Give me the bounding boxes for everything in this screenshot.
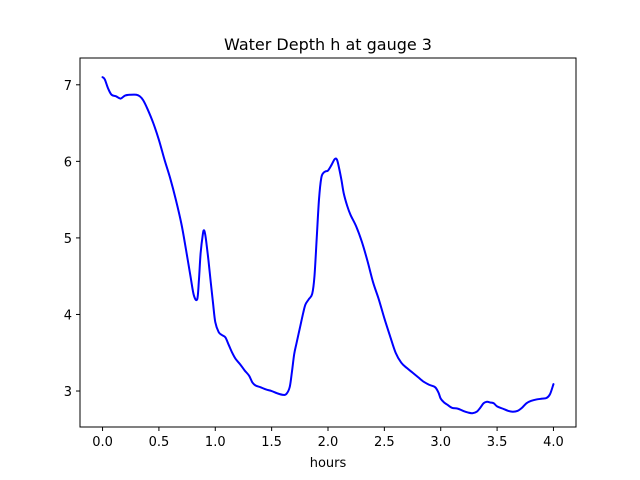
- series-line-0: [101, 76, 555, 415]
- x-tick-label: 1.0: [205, 435, 226, 450]
- x-axis-ticks: 0.0 0.5 1.0 1.5 2.0 2.5 3.0 3.5 4.0: [92, 427, 564, 450]
- x-tick-label: 2.0: [318, 435, 339, 450]
- chart-title: Water Depth h at gauge 3: [224, 35, 432, 54]
- x-tick-label: 3.5: [487, 435, 508, 450]
- y-tick-label: 6: [64, 155, 72, 170]
- x-tick-label: 1.5: [261, 435, 282, 450]
- x-tick-label: 3.0: [430, 435, 451, 450]
- y-tick-label: 5: [64, 232, 72, 247]
- y-tick-label: 4: [64, 308, 72, 323]
- plot-area: [101, 76, 555, 415]
- y-tick-label: 7: [64, 79, 72, 94]
- axes-frame: [79, 57, 577, 428]
- x-axis-label: hours: [310, 456, 347, 471]
- y-axis-ticks: 3 4 5 6 7: [64, 79, 80, 400]
- x-tick-label: 2.5: [374, 435, 395, 450]
- x-tick-label: 0.0: [92, 435, 113, 450]
- x-tick-label: 4.0: [543, 435, 564, 450]
- y-tick-label: 3: [64, 385, 72, 400]
- x-tick-label: 0.5: [149, 435, 170, 450]
